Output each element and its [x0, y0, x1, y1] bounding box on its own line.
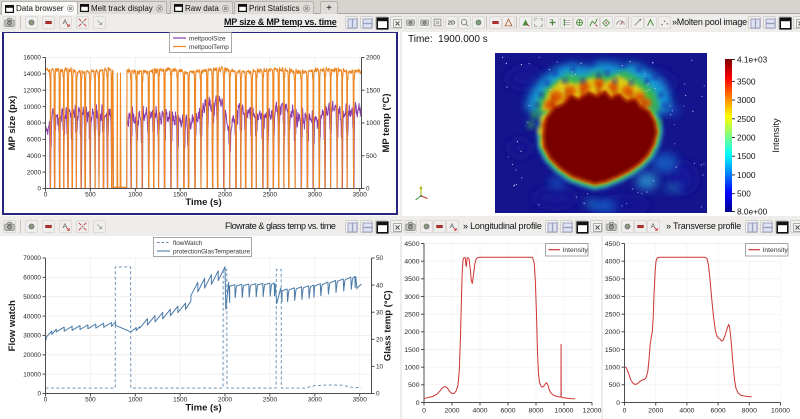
svg-text:A: A — [450, 223, 455, 230]
svg-text:A: A — [63, 223, 68, 230]
svg-text:2D: 2D — [447, 21, 455, 27]
svg-text:A: A — [651, 223, 656, 230]
svg-text:A: A — [63, 19, 68, 26]
